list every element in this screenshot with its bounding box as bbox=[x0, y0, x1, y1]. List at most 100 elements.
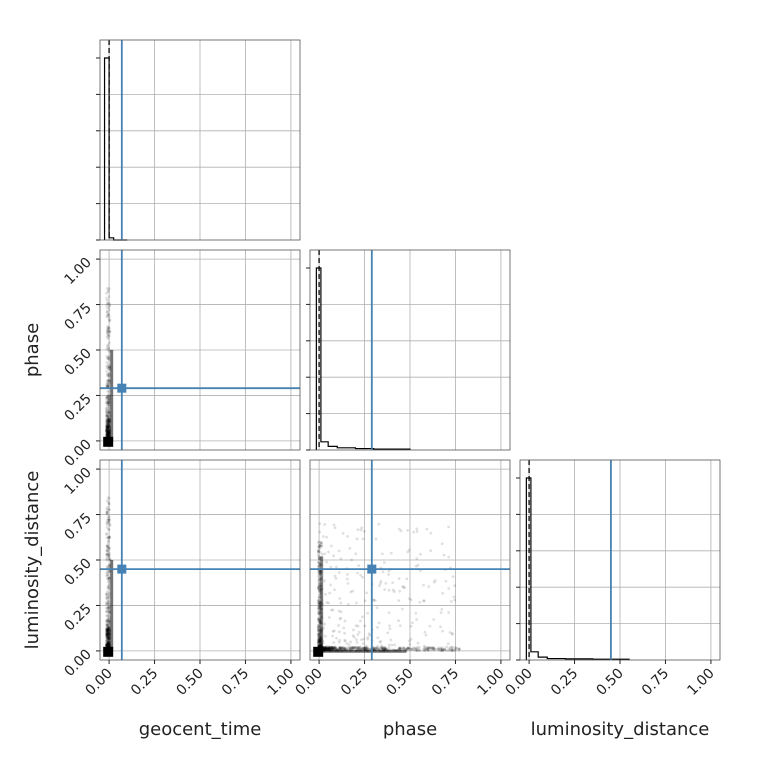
scatter-phase-vs-luminosity-distance-point bbox=[331, 646, 335, 650]
scatter-geocent-time-vs-phase-point bbox=[105, 428, 108, 432]
scatter-geocent-time-vs-luminosity-distance-point bbox=[106, 644, 110, 648]
scatter-geocent-time-vs-luminosity-distance-point bbox=[105, 602, 108, 606]
scatter-geocent-time-vs-phase-point bbox=[107, 425, 111, 428]
scatter-geocent-time-vs-luminosity-distance-point bbox=[108, 557, 112, 561]
scatter-geocent-time-vs-phase-point bbox=[107, 410, 111, 414]
scatter-geocent-time-vs-luminosity-distance-point bbox=[107, 600, 110, 604]
scatter-phase-vs-luminosity-distance-point bbox=[439, 625, 442, 629]
scatter-phase-vs-luminosity-distance-point bbox=[418, 648, 421, 652]
scatter-phase-vs-luminosity-distance-point bbox=[362, 646, 366, 650]
scatter-phase-vs-luminosity-distance-point bbox=[316, 569, 320, 573]
scatter-geocent-time-vs-phase-point bbox=[108, 318, 112, 322]
scatter-geocent-time-vs-phase-point bbox=[106, 419, 110, 423]
scatter-phase-vs-luminosity-distance-point bbox=[319, 622, 323, 626]
scatter-phase-vs-luminosity-distance-point bbox=[363, 647, 367, 650]
scatter-geocent-time-vs-phase-point bbox=[107, 423, 111, 426]
scatter-phase-vs-luminosity-distance-point bbox=[318, 640, 322, 644]
scatter-geocent-time-vs-phase-point bbox=[108, 330, 112, 334]
scatter-geocent-time-vs-phase-point bbox=[105, 421, 109, 425]
scatter-geocent-time-vs-luminosity-distance-point bbox=[107, 497, 111, 500]
scatter-phase-vs-luminosity-distance-point bbox=[319, 610, 322, 614]
scatter-phase-vs-luminosity-distance-point bbox=[351, 646, 354, 649]
scatter-geocent-time-vs-luminosity-distance-point bbox=[107, 610, 111, 614]
scatter-phase-vs-luminosity-distance-point bbox=[317, 632, 321, 636]
scatter-geocent-time-vs-phase-point bbox=[107, 326, 111, 330]
scatter-phase-vs-luminosity-distance-point bbox=[320, 639, 323, 643]
scatter-geocent-time-vs-phase-point bbox=[106, 431, 110, 435]
ylabel-luminosity-distance: luminosity_distance bbox=[22, 471, 43, 650]
scatter-phase-vs-luminosity-distance-point bbox=[320, 602, 323, 605]
scatter-geocent-time-vs-phase-point bbox=[107, 420, 110, 424]
scatter-geocent-time-vs-phase-point bbox=[106, 327, 109, 331]
scatter-geocent-time-vs-phase-point bbox=[107, 430, 111, 433]
scatter-phase-vs-luminosity-distance-point bbox=[361, 647, 365, 650]
ytick-label-phase-4: 1.00 bbox=[61, 255, 94, 288]
scatter-phase-vs-luminosity-distance-point bbox=[437, 647, 440, 651]
scatter-phase-vs-luminosity-distance-point bbox=[318, 600, 322, 604]
scatter-phase-vs-luminosity-distance-point bbox=[432, 647, 436, 651]
scatter-geocent-time-vs-luminosity-distance-point bbox=[106, 642, 109, 646]
scatter-geocent-time-vs-phase-point bbox=[107, 431, 111, 435]
scatter-phase-vs-luminosity-distance-point bbox=[441, 648, 445, 652]
scatter-phase-vs-luminosity-distance-point bbox=[318, 640, 322, 644]
scatter-phase-vs-luminosity-distance-point bbox=[409, 598, 413, 602]
scatter-geocent-time-vs-luminosity-distance-point bbox=[107, 536, 111, 539]
scatter-phase-vs-luminosity-distance-point bbox=[319, 627, 322, 631]
scatter-phase-vs-luminosity-distance-point bbox=[342, 646, 346, 650]
scatter-geocent-time-vs-phase-point bbox=[107, 419, 111, 423]
scatter-geocent-time-vs-luminosity-distance-point bbox=[106, 643, 109, 647]
scatter-geocent-time-vs-phase-point bbox=[105, 286, 109, 290]
scatter-phase-vs-luminosity-distance-point bbox=[357, 564, 361, 568]
scatter-geocent-time-vs-phase-point bbox=[107, 429, 111, 432]
scatter-geocent-time-vs-phase-point bbox=[107, 431, 111, 435]
scatter-geocent-time-vs-luminosity-distance-point bbox=[107, 508, 111, 512]
scatter-phase-vs-luminosity-distance-point bbox=[439, 647, 443, 650]
scatter-geocent-time-vs-luminosity-distance-point bbox=[106, 642, 110, 646]
scatter-phase-vs-luminosity-distance-point bbox=[327, 645, 331, 648]
xtick-label-luminosity-distance-4: 1.00 bbox=[684, 666, 717, 699]
scatter-geocent-time-vs-phase-point bbox=[107, 434, 111, 438]
scatter-geocent-time-vs-phase-point bbox=[107, 341, 111, 345]
scatter-phase-vs-luminosity-distance-point bbox=[323, 646, 327, 650]
scatter-phase-vs-luminosity-distance-point bbox=[330, 645, 334, 649]
scatter-geocent-time-vs-luminosity-distance-point bbox=[105, 627, 108, 631]
scatter-phase-vs-luminosity-distance-point bbox=[427, 646, 431, 650]
scatter-phase-vs-luminosity-distance-point bbox=[428, 646, 432, 650]
scatter-geocent-time-vs-luminosity-distance-point bbox=[107, 582, 111, 586]
scatter-geocent-time-vs-luminosity-distance-point bbox=[107, 633, 111, 637]
scatter-phase-vs-luminosity-distance-point bbox=[366, 637, 370, 641]
scatter-phase-vs-luminosity-distance-point bbox=[402, 585, 406, 589]
scatter-geocent-time-vs-luminosity-distance-point bbox=[107, 620, 111, 624]
scatter-geocent-time-vs-phase-point bbox=[106, 415, 110, 419]
scatter-phase-vs-luminosity-distance-point bbox=[317, 601, 321, 605]
scatter-phase-vs-luminosity-distance-point bbox=[318, 609, 322, 613]
scatter-phase-vs-luminosity-distance-point bbox=[323, 622, 327, 626]
scatter-geocent-time-vs-luminosity-distance-point bbox=[107, 642, 111, 646]
scatter-geocent-time-vs-phase-point bbox=[107, 430, 111, 434]
xtick-label-geocent-time-4: 1.00 bbox=[264, 666, 297, 699]
scatter-phase-vs-luminosity-distance-point bbox=[330, 646, 333, 649]
scatter-phase-vs-luminosity-distance-point bbox=[400, 607, 404, 611]
scatter-phase-vs-luminosity-distance-point bbox=[319, 630, 323, 633]
scatter-phase-vs-luminosity-distance-point bbox=[427, 585, 431, 588]
scatter-phase-vs-luminosity-distance-point bbox=[391, 588, 395, 592]
scatter-geocent-time-vs-luminosity-distance-point bbox=[106, 628, 110, 632]
scatter-phase-vs-luminosity-distance-point bbox=[318, 618, 322, 622]
scatter-geocent-time-vs-phase-point bbox=[107, 417, 111, 421]
scatter-geocent-time-vs-phase-point bbox=[105, 427, 109, 431]
scatter-phase-vs-luminosity-distance-point bbox=[319, 616, 323, 620]
scatter-phase-vs-luminosity-distance-point bbox=[320, 595, 324, 598]
scatter-geocent-time-vs-phase-point bbox=[105, 407, 109, 410]
scatter-phase-vs-luminosity-distance-point bbox=[318, 555, 321, 559]
scatter-phase-vs-luminosity-distance-point bbox=[331, 646, 335, 650]
scatter-phase-vs-luminosity-distance-point bbox=[338, 638, 342, 642]
scatter-geocent-time-vs-luminosity-distance-point bbox=[106, 606, 110, 609]
scatter-geocent-time-vs-phase-point bbox=[107, 424, 111, 428]
scatter-phase-vs-luminosity-distance-point bbox=[406, 646, 410, 650]
ytick-label-luminosity-distance-2: 0.50 bbox=[61, 556, 94, 589]
scatter-geocent-time-vs-luminosity-distance-point bbox=[107, 500, 110, 504]
scatter-phase-vs-luminosity-distance-point bbox=[439, 611, 443, 614]
scatter-phase-vs-luminosity-distance-point bbox=[320, 621, 323, 625]
scatter-phase-vs-luminosity-distance-point bbox=[327, 647, 331, 651]
scatter-phase-vs-luminosity-distance-point bbox=[319, 557, 323, 561]
